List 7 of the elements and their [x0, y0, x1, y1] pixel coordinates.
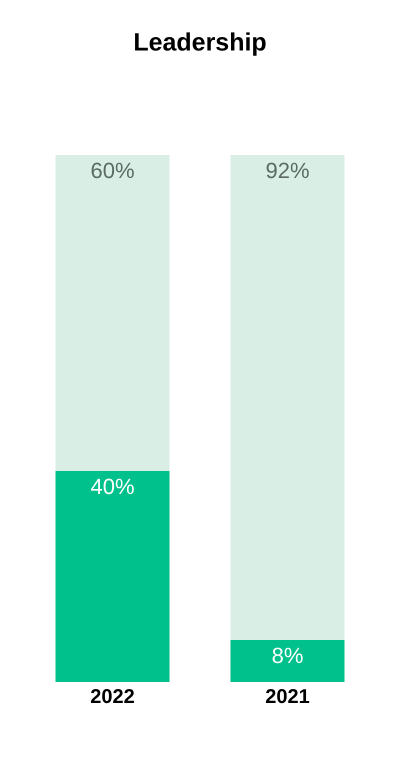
data-label: 40% [90, 474, 135, 500]
x-tick-label: 2021 [265, 686, 310, 708]
chart-title: Leadership [133, 28, 267, 57]
x-tick-label: 2022 [90, 686, 135, 708]
data-label: 60% [90, 158, 135, 183]
data-label: 8% [272, 642, 304, 668]
data-label: 92% [265, 158, 310, 183]
